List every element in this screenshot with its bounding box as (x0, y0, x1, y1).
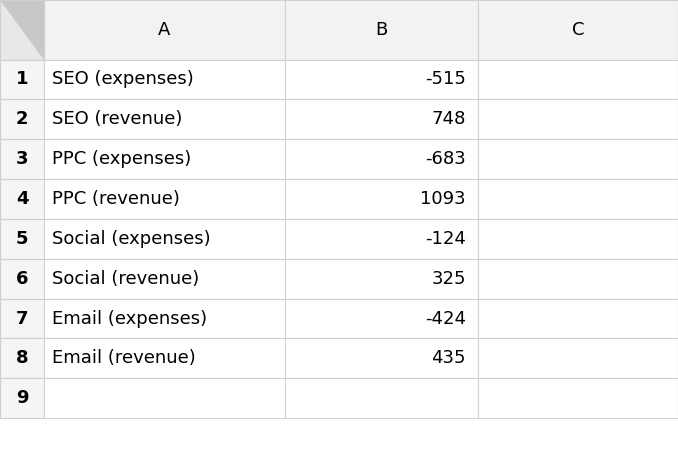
Text: Social (revenue): Social (revenue) (52, 270, 199, 288)
Bar (478, 219, 678, 259)
Bar (285, 0, 478, 60)
Bar (478, 139, 678, 179)
Text: 1: 1 (16, 71, 28, 88)
Bar (0, 378, 44, 418)
Bar (478, 60, 678, 99)
Text: -515: -515 (425, 71, 466, 88)
Bar (478, 299, 678, 338)
Text: -124: -124 (425, 230, 466, 248)
Bar (285, 378, 478, 418)
Bar (478, 179, 678, 219)
Bar (44, 219, 285, 259)
Bar (44, 299, 285, 338)
Text: 1093: 1093 (420, 190, 466, 208)
Bar (285, 338, 478, 378)
Bar (0, 219, 44, 259)
Bar (285, 99, 478, 139)
Bar (44, 99, 285, 139)
Text: C: C (572, 21, 584, 39)
Bar (44, 60, 285, 99)
Bar (285, 139, 478, 179)
Bar (0, 139, 44, 179)
Text: PPC (expenses): PPC (expenses) (52, 150, 191, 168)
Bar (285, 179, 478, 219)
Bar (0, 0, 44, 60)
Bar (478, 338, 678, 378)
Text: 4: 4 (16, 190, 28, 208)
Text: -424: -424 (425, 310, 466, 327)
Text: Email (expenses): Email (expenses) (52, 310, 207, 327)
Text: 435: 435 (431, 349, 466, 367)
Bar (0, 259, 44, 299)
Bar (285, 299, 478, 338)
Text: 7: 7 (16, 310, 28, 327)
Bar (0, 179, 44, 219)
Bar (478, 99, 678, 139)
Text: Email (revenue): Email (revenue) (52, 349, 196, 367)
Bar (0, 0, 44, 60)
Bar (0, 60, 44, 99)
Text: SEO (revenue): SEO (revenue) (52, 110, 182, 128)
Bar (285, 60, 478, 99)
Bar (44, 259, 285, 299)
Bar (478, 378, 678, 418)
Polygon shape (0, 0, 44, 60)
Bar (44, 0, 285, 60)
Bar (44, 338, 285, 378)
Text: 8: 8 (16, 349, 28, 367)
Bar (285, 259, 478, 299)
Bar (0, 99, 44, 139)
Bar (44, 378, 285, 418)
Text: Social (expenses): Social (expenses) (52, 230, 211, 248)
Bar (478, 0, 678, 60)
Text: 325: 325 (431, 270, 466, 288)
Text: 9: 9 (16, 389, 28, 407)
Bar (44, 179, 285, 219)
Text: SEO (expenses): SEO (expenses) (52, 71, 194, 88)
Text: 6: 6 (16, 270, 28, 288)
Bar (478, 259, 678, 299)
Text: A: A (158, 21, 171, 39)
Text: B: B (375, 21, 388, 39)
Text: 748: 748 (432, 110, 466, 128)
Text: -683: -683 (425, 150, 466, 168)
Text: PPC (revenue): PPC (revenue) (52, 190, 180, 208)
Bar (0, 299, 44, 338)
Bar (0, 338, 44, 378)
Text: 2: 2 (16, 110, 28, 128)
Bar (44, 139, 285, 179)
Text: 3: 3 (16, 150, 28, 168)
Bar (285, 219, 478, 259)
Text: 5: 5 (16, 230, 28, 248)
